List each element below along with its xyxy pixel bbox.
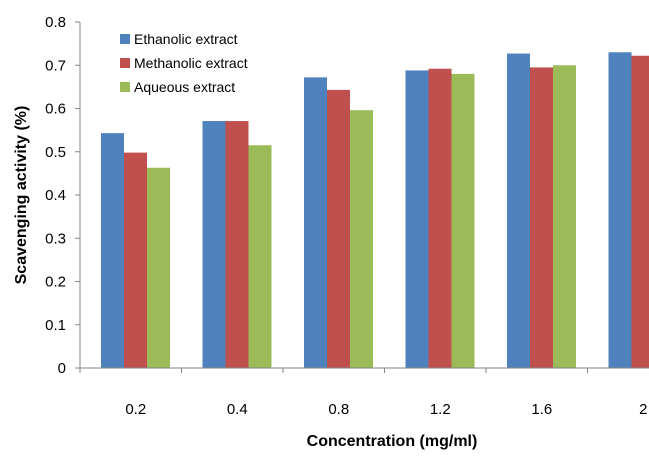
legend-label: Aqueous extract [134, 79, 235, 95]
y-tick-label: 0.5 [45, 144, 66, 161]
legend-swatch [120, 34, 130, 44]
x-tick-label: 1.2 [430, 401, 451, 418]
bar-2-0.8 [327, 89, 350, 368]
x-tick-label: 2 [639, 401, 647, 418]
bar-1-2 [608, 52, 632, 369]
bar-2-2 [631, 55, 649, 369]
x-tick-label: 1.6 [531, 401, 552, 418]
bar-1-1.2 [405, 70, 429, 368]
y-tick-label: 0 [58, 360, 66, 377]
x-tick-label: 0.2 [125, 401, 146, 418]
bar-1-0.8 [304, 77, 327, 369]
legend-label: Ethanolic extract [134, 31, 238, 47]
bar-1-0.4 [202, 121, 226, 368]
bar-1-1.6 [507, 53, 530, 368]
y-tick-label: 0.1 [45, 317, 66, 334]
legend: Ethanolic extract Methanolic extract Aqueo… [120, 31, 248, 95]
bar-2-1.2 [428, 68, 452, 369]
bar-3-0.4 [248, 145, 272, 368]
bar-2-1.6 [530, 67, 553, 368]
bar-3-0.2 [147, 167, 170, 368]
bar-3-0.8 [350, 110, 373, 368]
y-tick-label: 0.2 [45, 274, 66, 291]
x-tick-label: 0.4 [227, 401, 248, 418]
y-tick-label: 0.3 [45, 230, 66, 247]
bar-1-0.2 [101, 133, 124, 368]
y-tick-label: 0.8 [45, 14, 66, 31]
legend-label: Methanolic extract [134, 55, 248, 71]
bars-group [101, 52, 649, 369]
bar-2-0.2 [124, 152, 147, 368]
legend-swatch [120, 82, 130, 92]
y-axis-title: Scavenging activity (%) [13, 106, 30, 285]
legend-swatch [120, 58, 130, 68]
y-tick-label: 0.4 [45, 187, 66, 204]
y-ticks-group: 0 0.1 0.2 0.3 0.4 0.5 0.6 0.7 0.8 [45, 14, 80, 377]
x-tick-label: 0.8 [328, 401, 349, 418]
y-tick-label: 0.6 [45, 101, 66, 118]
x-ticks-group: 0.2 0.4 0.8 1.2 1.6 2 [79, 368, 647, 418]
bar-3-1.2 [451, 73, 475, 369]
y-tick-label: 0.7 [45, 57, 66, 74]
bar-3-1.6 [553, 65, 576, 368]
x-axis-title: Concentration (mg/ml) [307, 433, 478, 450]
bar-2-0.4 [225, 121, 249, 368]
